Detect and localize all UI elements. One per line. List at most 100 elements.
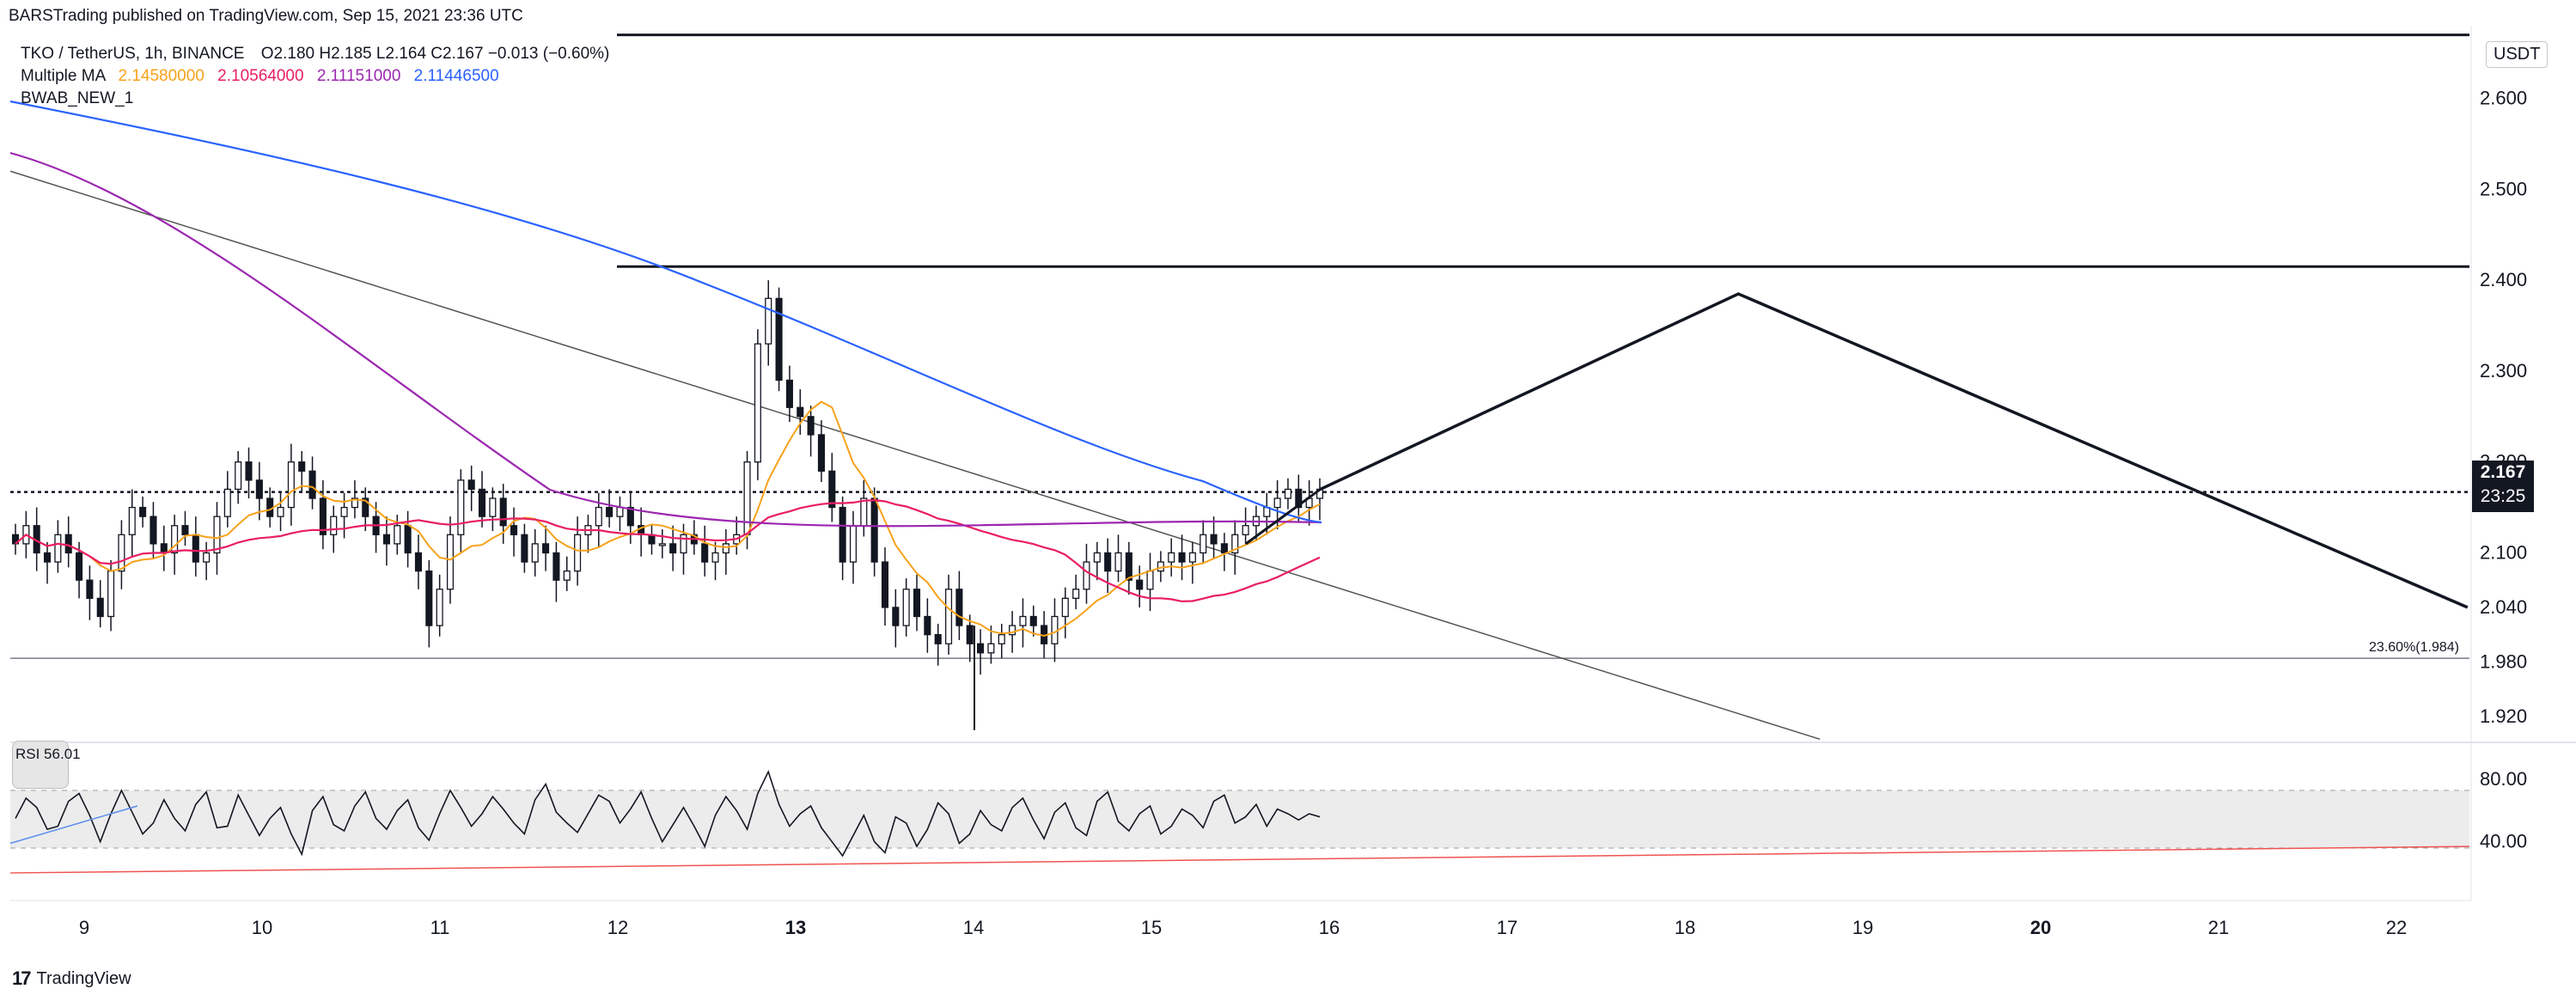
time-tick-label: 9 [79, 917, 89, 938]
ma-legend[interactable]: Multiple MA 2.14580000 2.10564000 2.1115… [21, 67, 499, 86]
candle-up [330, 516, 338, 535]
candle-down [192, 534, 199, 563]
ma-line-short [15, 400, 1321, 638]
candle-down [934, 634, 942, 644]
candle-up [531, 543, 539, 563]
candle-up [998, 634, 1005, 644]
time-tick-label: 11 [430, 917, 450, 938]
candle-down [966, 625, 974, 644]
time-tick-label: 18 [1675, 917, 1695, 938]
candle-down [510, 525, 518, 535]
candle-down [1125, 552, 1132, 581]
candle-down [606, 506, 613, 517]
ma-line-long [9, 151, 1322, 528]
rsi-band [10, 790, 2469, 848]
rsi-line [15, 769, 1321, 858]
symbol-legend[interactable]: TKO / TetherUS, 1h, BINANCE O2.180 H2.18… [21, 45, 609, 64]
tradingview-logo-icon: 17 [12, 967, 32, 989]
candle-up [1188, 552, 1196, 563]
ohlc-values: O2.180 H2.185 L2.164 C2.167 −0.013 (−0.6… [260, 45, 610, 63]
candle-up [277, 506, 284, 517]
price-tick-label: 2.300 [2480, 360, 2527, 381]
candle-down [542, 543, 550, 554]
candle-up [446, 534, 455, 590]
candle-up [223, 488, 231, 517]
candle-up [595, 506, 602, 527]
rsi-badge[interactable] [12, 741, 69, 789]
candle-up [658, 543, 666, 546]
rsi-trend-line [9, 845, 2470, 874]
candle-down [255, 479, 263, 499]
ma-value-3: 2.11151000 [316, 67, 401, 85]
tradingview-logo[interactable]: 17 TradingView [12, 967, 131, 990]
price-tick-label: 1.980 [2480, 650, 2527, 672]
time-tick-label: 16 [1319, 917, 1340, 938]
candle-down [892, 607, 900, 626]
time-tick-label: 22 [2386, 917, 2407, 938]
candle-up [171, 525, 179, 554]
time-tick-label: 15 [1141, 917, 1162, 938]
rsi-tick-label: 40.00 [2480, 831, 2527, 852]
candle-up [722, 543, 729, 554]
candle-down [924, 615, 931, 636]
ma-line-longest [9, 100, 1322, 524]
price-tick-label: 1.920 [2480, 705, 2527, 727]
price-tick-label: 2.600 [2480, 88, 2527, 109]
candle-down [977, 643, 985, 654]
candle-up [1072, 589, 1080, 599]
rsi-label: RSI 56.01 [15, 746, 81, 762]
candle-down [245, 461, 253, 481]
time-tick-label: 19 [1853, 917, 1873, 938]
trend-line [9, 170, 1821, 741]
projection-path [1319, 292, 2469, 609]
candle-up [1114, 552, 1122, 572]
candle-up [1009, 625, 1016, 636]
price-tick-label: 2.400 [2480, 269, 2527, 290]
candle-up [213, 516, 221, 554]
ma-value-2: 2.10564000 [217, 67, 304, 85]
indicator-legend[interactable]: BWAB_NEW_1 [21, 89, 133, 108]
candle-up [711, 552, 719, 563]
tradingview-logo-text: TradingView [36, 968, 131, 988]
candle-up [849, 525, 858, 563]
candle-down [467, 479, 475, 491]
candle-up [1083, 561, 1090, 590]
candle-down [362, 497, 369, 517]
candle-down [1295, 488, 1303, 509]
candle-down [870, 497, 878, 563]
candle-down [913, 589, 921, 618]
candle-up [574, 534, 582, 572]
candle-down [1104, 552, 1112, 572]
time-tick-label: 12 [607, 917, 628, 938]
currency-badge[interactable]: USDT [2486, 41, 2549, 68]
ma-value-4: 2.11446500 [413, 67, 499, 85]
candle-down [881, 561, 889, 608]
candle-up [436, 589, 443, 626]
candle-down [669, 543, 677, 554]
candle-down [807, 416, 815, 436]
ma-value-1: 2.14580000 [118, 67, 204, 85]
last-price-label: 2.167 23:25 [2472, 461, 2534, 512]
candle-down [76, 552, 83, 581]
candle-down [425, 570, 433, 626]
candle-up [860, 497, 868, 527]
candle-down [86, 579, 94, 599]
time-tick-label: 14 [963, 917, 984, 938]
indicator-label: BWAB_NEW_1 [21, 89, 134, 107]
candle-up [563, 570, 571, 581]
candle-down [1136, 579, 1144, 590]
candle-down [181, 525, 189, 535]
candle-up [945, 589, 953, 644]
price-tick-label: 2.500 [2480, 178, 2527, 199]
symbol-name: TKO / TetherUS, 1h, BINANCE [21, 45, 245, 63]
candle-down [1029, 615, 1037, 626]
time-tick-label: 20 [2030, 917, 2051, 938]
candle-up [1019, 615, 1027, 626]
candle-up [743, 461, 751, 535]
ma-label: Multiple MA [21, 67, 106, 85]
bar-countdown: 23:25 [2480, 486, 2526, 506]
candle-down [298, 461, 306, 472]
candle-up [1284, 488, 1292, 499]
candle-down [382, 534, 390, 545]
